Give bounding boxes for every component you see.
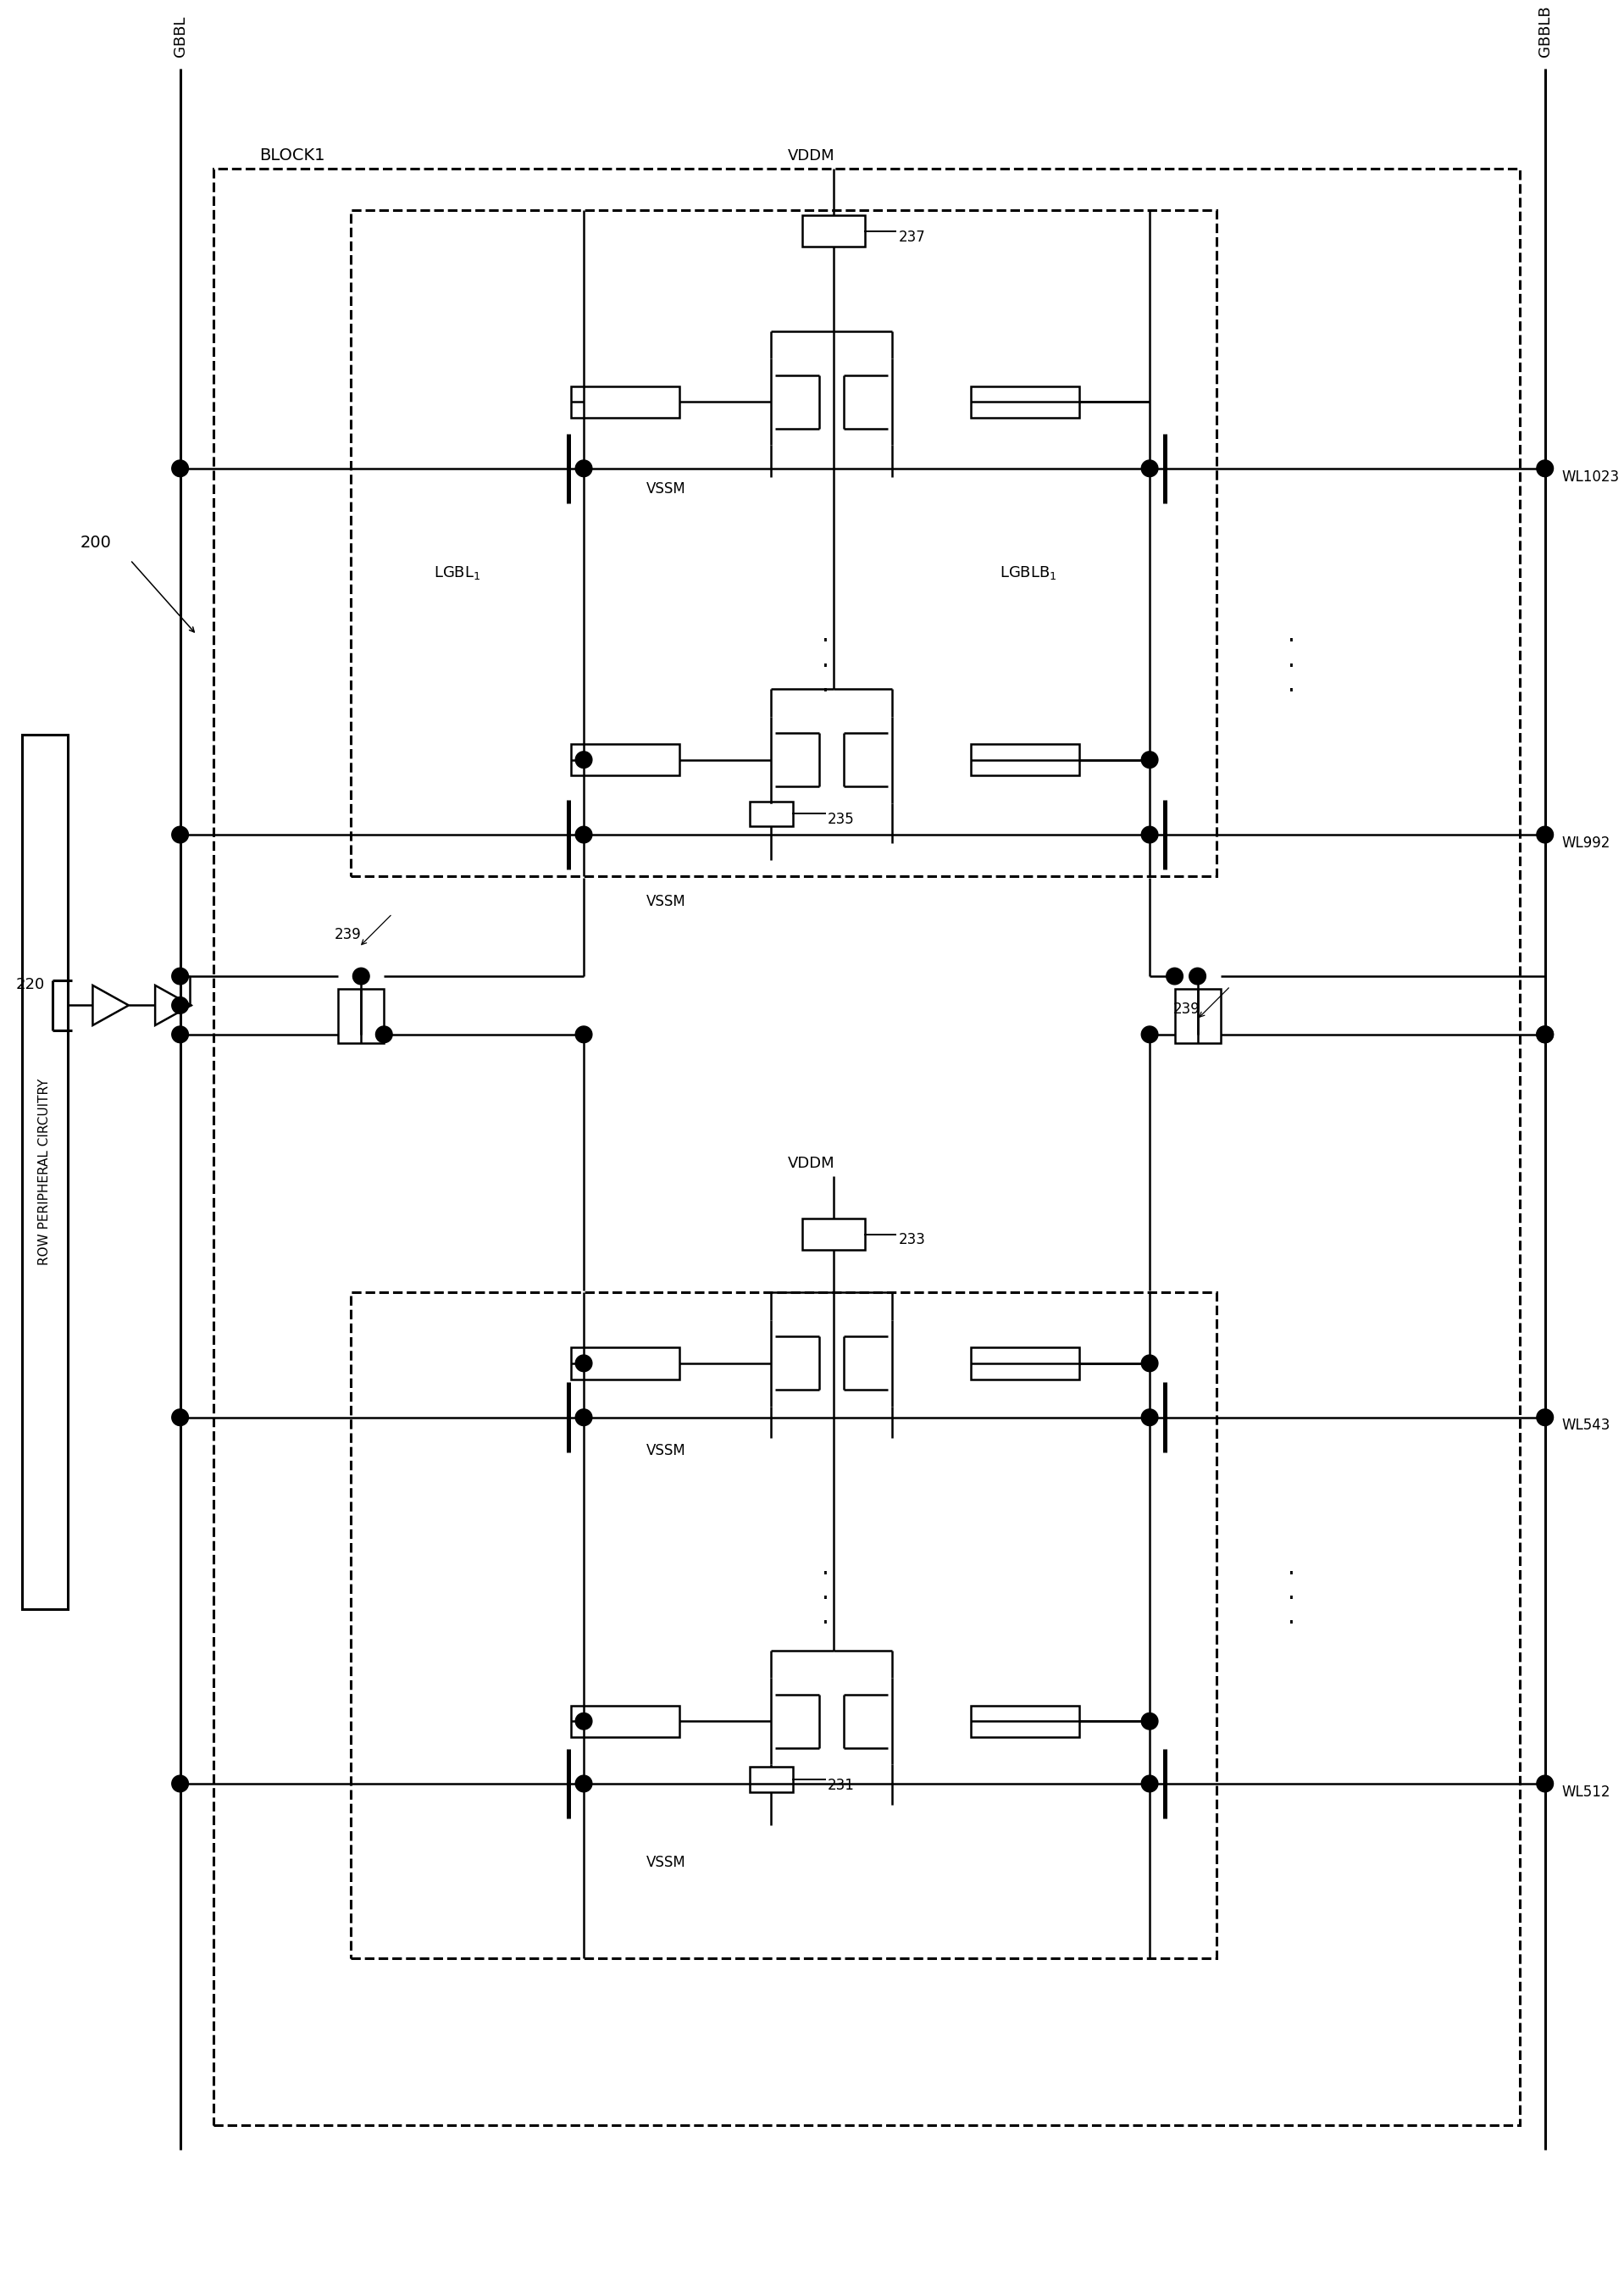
Bar bbox=[971, 1347, 1078, 1379]
Circle shape bbox=[1142, 1026, 1158, 1042]
Text: VDDM: VDDM bbox=[788, 148, 835, 164]
Text: VSSM: VSSM bbox=[646, 1443, 685, 1459]
Text: 239: 239 bbox=[1173, 1001, 1200, 1017]
Circle shape bbox=[1142, 1714, 1158, 1730]
Text: .: . bbox=[1288, 674, 1294, 696]
Bar bbox=[749, 1766, 793, 1791]
Circle shape bbox=[575, 1714, 593, 1730]
Text: WL1023: WL1023 bbox=[1562, 469, 1619, 485]
Text: .: . bbox=[822, 1605, 828, 1630]
Text: VDDM: VDDM bbox=[788, 1156, 835, 1172]
Text: .: . bbox=[1288, 1605, 1294, 1630]
Bar bbox=[971, 387, 1078, 417]
Bar bbox=[802, 216, 864, 248]
Text: 231: 231 bbox=[828, 1778, 854, 1793]
Circle shape bbox=[172, 826, 188, 842]
Circle shape bbox=[1142, 1409, 1158, 1425]
Text: .: . bbox=[1288, 1580, 1294, 1605]
Text: WL543: WL543 bbox=[1562, 1418, 1611, 1434]
Circle shape bbox=[1166, 967, 1182, 986]
Text: 233: 233 bbox=[898, 1231, 926, 1247]
Bar bbox=[971, 744, 1078, 776]
Circle shape bbox=[172, 967, 188, 986]
Bar bbox=[749, 801, 793, 826]
Bar bbox=[572, 387, 679, 417]
Bar bbox=[1174, 988, 1220, 1042]
Bar bbox=[572, 1347, 679, 1379]
Bar bbox=[351, 209, 1216, 876]
Text: .: . bbox=[1288, 649, 1294, 671]
Text: VSSM: VSSM bbox=[646, 1855, 685, 1871]
Circle shape bbox=[1142, 460, 1158, 476]
Text: GBBLB: GBBLB bbox=[1538, 5, 1553, 57]
Circle shape bbox=[1536, 1775, 1553, 1791]
Bar bbox=[572, 1705, 679, 1737]
Text: ROW PERIPHERAL CIRCUITRY: ROW PERIPHERAL CIRCUITRY bbox=[39, 1079, 52, 1265]
Text: VSSM: VSSM bbox=[646, 894, 685, 908]
Text: .: . bbox=[1288, 1555, 1294, 1580]
Text: 239: 239 bbox=[335, 926, 361, 942]
Text: .: . bbox=[822, 674, 828, 696]
Text: WL512: WL512 bbox=[1562, 1784, 1611, 1800]
Circle shape bbox=[352, 967, 369, 986]
Circle shape bbox=[1536, 826, 1553, 842]
Circle shape bbox=[1142, 826, 1158, 842]
Text: .: . bbox=[822, 624, 828, 646]
Circle shape bbox=[1142, 751, 1158, 767]
Circle shape bbox=[575, 1775, 593, 1791]
Circle shape bbox=[1142, 1775, 1158, 1791]
Circle shape bbox=[1189, 967, 1207, 986]
Bar bbox=[802, 1218, 864, 1250]
Circle shape bbox=[1142, 1354, 1158, 1372]
Text: 200: 200 bbox=[80, 535, 112, 551]
Circle shape bbox=[172, 1409, 188, 1425]
Text: WL992: WL992 bbox=[1562, 835, 1611, 851]
Circle shape bbox=[575, 826, 593, 842]
Circle shape bbox=[575, 751, 593, 767]
Circle shape bbox=[375, 1026, 393, 1042]
Circle shape bbox=[575, 1026, 593, 1042]
Circle shape bbox=[1536, 1409, 1553, 1425]
Bar bbox=[338, 988, 383, 1042]
Circle shape bbox=[1536, 1026, 1553, 1042]
Text: BLOCK1: BLOCK1 bbox=[260, 148, 325, 164]
Bar bbox=[213, 168, 1520, 2126]
Text: .: . bbox=[822, 1555, 828, 1580]
Bar bbox=[971, 1705, 1078, 1737]
Circle shape bbox=[172, 1026, 188, 1042]
Text: LGBLB$_1$: LGBLB$_1$ bbox=[1000, 564, 1057, 580]
Circle shape bbox=[575, 1354, 593, 1372]
Circle shape bbox=[575, 460, 593, 476]
Text: 237: 237 bbox=[898, 230, 926, 244]
Text: .: . bbox=[822, 649, 828, 671]
Circle shape bbox=[172, 460, 188, 476]
Bar bbox=[351, 1293, 1216, 1957]
Text: .: . bbox=[822, 1580, 828, 1605]
Bar bbox=[572, 744, 679, 776]
Text: 220: 220 bbox=[16, 976, 45, 992]
Circle shape bbox=[1536, 1026, 1553, 1042]
Circle shape bbox=[575, 1409, 593, 1425]
Text: GBBL: GBBL bbox=[172, 16, 188, 57]
Text: LGBL$_1$: LGBL$_1$ bbox=[434, 564, 481, 580]
Text: .: . bbox=[1288, 624, 1294, 646]
Circle shape bbox=[172, 1775, 188, 1791]
Text: 235: 235 bbox=[828, 813, 854, 826]
Circle shape bbox=[172, 997, 188, 1013]
Bar bbox=[23, 735, 68, 1609]
Circle shape bbox=[1536, 460, 1553, 476]
Text: VSSM: VSSM bbox=[646, 483, 685, 496]
